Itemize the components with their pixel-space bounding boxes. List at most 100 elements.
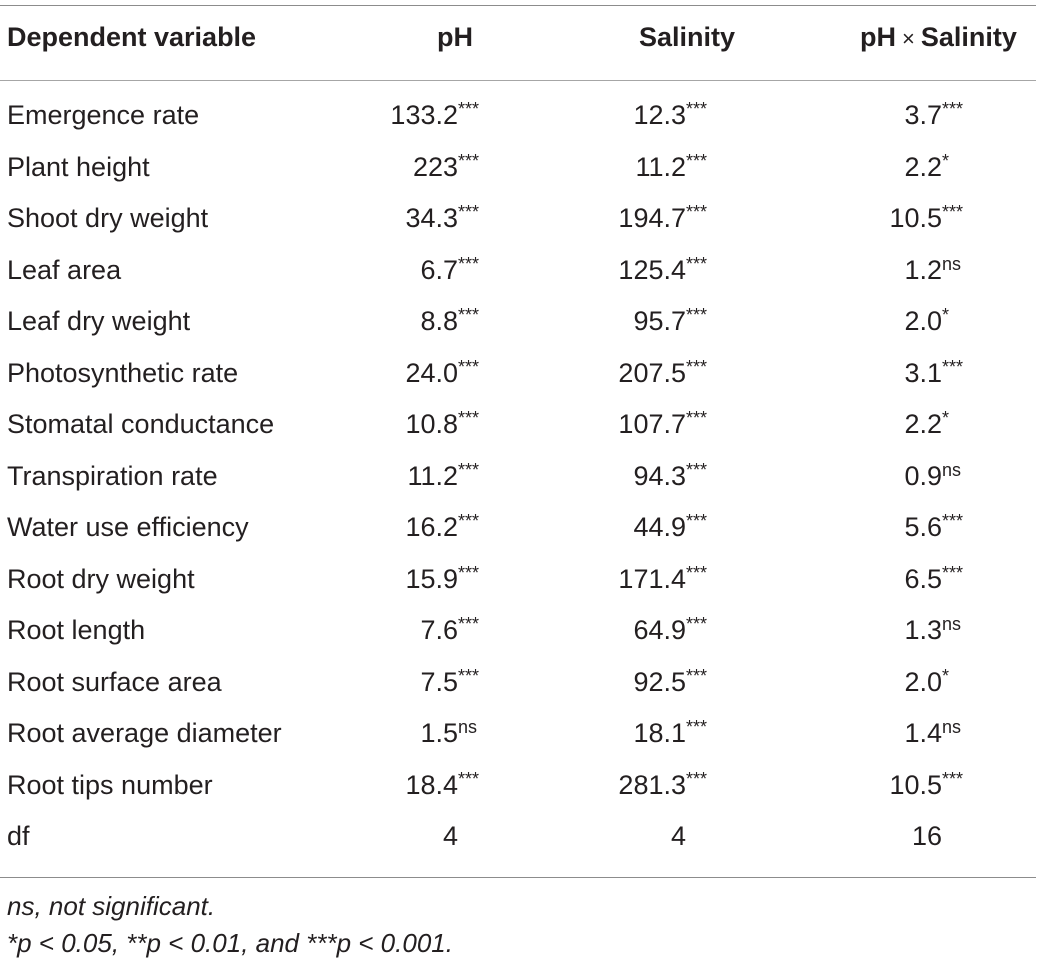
cell-salinity: 94.3*** — [633, 461, 734, 492]
cell-salinity-significance: *** — [686, 718, 734, 749]
table-row: Root dry weight 15.9*** 171.4*** 6.5*** — [0, 556, 1036, 608]
significance-marker: *** — [458, 99, 480, 119]
significance-marker: *** — [686, 665, 708, 686]
significance-marker: *** — [686, 99, 708, 119]
cell-ph: 24.0*** — [405, 358, 506, 389]
cell-dependent-variable: Water use efficiency — [7, 512, 249, 542]
header-ph-x-salinity: pH × Salinity — [860, 22, 1017, 53]
cell-interaction: 10.5*** — [889, 203, 990, 234]
significance-marker: *** — [686, 150, 708, 171]
table-row: Transpiration rate 11.2*** 94.3*** 0.9ns — [0, 453, 1036, 505]
significance-marker: *** — [686, 356, 708, 377]
cell-dependent-variable: Leaf dry weight — [7, 306, 191, 336]
significance-marker: *** — [458, 253, 480, 274]
significance-marker: *** — [686, 253, 708, 274]
significance-marker: ns — [942, 459, 962, 480]
table-row: Stomatal conductance 10.8*** 107.7*** 2.2* — [0, 401, 1036, 453]
cell-salinity: 12.3*** — [633, 100, 734, 131]
header-ph: pH — [437, 22, 473, 52]
cell-interaction-significance: ns — [942, 461, 990, 492]
table-footnotes: ns, not significant. *p < 0.05, **p < 0.… — [7, 888, 453, 962]
cell-interaction-value: 3.1 — [904, 357, 942, 388]
cell-dependent-variable: Leaf area — [7, 254, 122, 285]
cell-ph-value: 11.2 — [407, 460, 458, 491]
cell-ph-significance: *** — [458, 152, 506, 183]
cell-salinity: 171.4*** — [618, 564, 734, 595]
cell-salinity-value: 95.7 — [633, 306, 686, 336]
cell-ph-value: 10.8 — [405, 409, 458, 439]
cell-salinity: 194.7*** — [618, 203, 734, 234]
table-row: Root average diameter 1.5ns 18.1*** 1.4ns — [0, 710, 1036, 762]
cell-interaction-significance: * — [942, 667, 990, 698]
table-row: Leaf dry weight 8.8*** 95.7*** 2.0* — [0, 298, 1036, 350]
significance-marker: *** — [458, 305, 480, 325]
cell-salinity-value: 171.4 — [618, 563, 686, 594]
cell-interaction-significance: * — [942, 306, 990, 337]
cell-ph-significance: *** — [458, 100, 506, 131]
cell-ph-value: 24.0 — [405, 357, 458, 388]
cell-salinity-value: 12.3 — [633, 100, 686, 130]
cell-salinity-significance: *** — [686, 770, 734, 801]
header-int-ph: pH — [860, 22, 896, 52]
cell-salinity-significance: *** — [686, 512, 734, 543]
cell-salinity: 125.4*** — [618, 255, 734, 286]
significance-marker: *** — [942, 511, 964, 531]
cell-interaction-value: 2.0 — [904, 306, 942, 336]
cell-interaction-value: 6.5 — [904, 563, 942, 594]
cell-interaction-value: 2.0 — [904, 666, 942, 697]
cell-ph: 15.9*** — [405, 564, 506, 595]
cell-salinity-value: 194.7 — [618, 203, 686, 233]
cell-salinity-significance: *** — [686, 203, 734, 234]
table-row: Emergence rate 133.2*** 12.3*** 3.7*** — [0, 92, 1036, 144]
cell-salinity-value: 11.2 — [635, 151, 686, 182]
cell-salinity-significance: *** — [686, 667, 734, 698]
significance-marker: ns — [942, 717, 962, 737]
cell-ph: 10.8*** — [405, 409, 506, 440]
cell-interaction-significance: *** — [942, 564, 990, 595]
cell-ph: 223*** — [413, 152, 506, 183]
cell-interaction-significance: ns — [942, 255, 990, 286]
cell-ph: 4 — [443, 821, 506, 852]
cell-ph-value: 133.2 — [390, 100, 458, 130]
table-row: Plant height 223*** 11.2*** 2.2* — [0, 144, 1036, 196]
cell-salinity-significance: *** — [686, 358, 734, 389]
cell-interaction-significance: * — [942, 409, 990, 440]
cell-salinity-value: 281.3 — [618, 769, 686, 800]
cell-interaction-value: 1.4 — [904, 718, 942, 748]
cell-ph-significance: *** — [458, 461, 506, 492]
cell-interaction-significance: *** — [942, 770, 990, 801]
significance-marker: ns — [942, 614, 962, 634]
cell-ph-value: 223 — [412, 151, 458, 182]
cell-ph-significance: *** — [458, 409, 506, 440]
header-salinity: Salinity — [639, 22, 736, 52]
cell-ph-value: 7.6 — [420, 615, 458, 645]
significance-marker: *** — [458, 202, 480, 222]
significance-marker: * — [942, 150, 950, 171]
cell-ph-significance: *** — [458, 306, 506, 337]
cell-ph-significance: *** — [458, 358, 506, 389]
cell-interaction-significance: *** — [942, 358, 990, 389]
table-row: Root surface area 7.5*** 92.5*** 2.0* — [0, 659, 1036, 711]
cell-interaction: 10.5*** — [889, 770, 990, 801]
significance-marker: *** — [458, 665, 480, 686]
cell-ph-significance: *** — [458, 770, 506, 801]
significance-marker: *** — [686, 614, 708, 634]
cell-ph-significance: *** — [458, 564, 506, 595]
cell-salinity-significance: *** — [686, 255, 734, 286]
footnote-ns: ns, not significant. — [7, 891, 216, 921]
cell-dependent-variable: Root tips number — [7, 769, 213, 800]
cell-interaction: 1.3ns — [904, 615, 990, 646]
cell-ph-value: 4 — [442, 821, 458, 851]
cell-interaction-significance: ns — [942, 615, 990, 646]
cell-interaction-value: 10.5 — [889, 203, 942, 233]
cell-ph: 1.5ns — [420, 718, 506, 749]
cell-interaction: 1.4ns — [904, 718, 990, 749]
cell-salinity: 4 — [671, 821, 734, 852]
significance-marker: *** — [942, 99, 964, 119]
cell-salinity-value: 207.5 — [618, 357, 686, 388]
header-dependent-variable: Dependent variable — [7, 22, 257, 52]
significance-marker: *** — [458, 150, 480, 171]
table-row: Root tips number 18.4*** 281.3*** 10.5*** — [0, 762, 1036, 814]
cell-salinity-value: 107.7 — [618, 409, 686, 439]
cell-ph: 16.2*** — [405, 512, 506, 543]
